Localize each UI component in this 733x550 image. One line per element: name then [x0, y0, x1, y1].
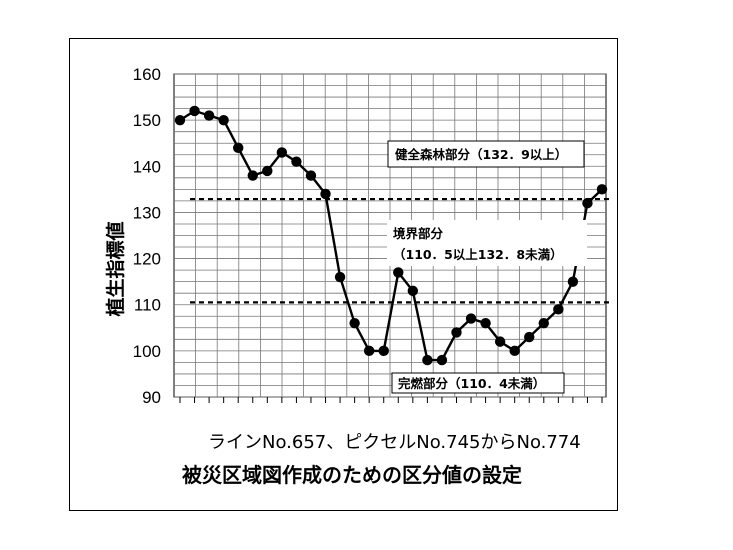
data-point — [218, 114, 229, 126]
data-point — [349, 317, 360, 329]
data-point — [553, 304, 564, 315]
y-tick-label: 140 — [133, 157, 161, 176]
data-point — [378, 345, 389, 357]
data-point — [334, 271, 346, 283]
data-point — [596, 184, 608, 195]
chart-title: 被災区域図作成のための区分値の設定 — [182, 463, 522, 487]
annotation-boundary: 境界部分 （110．5以上132．8未満） — [387, 220, 587, 266]
y-axis: 160 150 140 130 120 110 100 90 — [133, 65, 161, 407]
data-point — [174, 114, 186, 126]
data-point — [509, 345, 520, 357]
data-point — [422, 354, 433, 366]
annotation-boundary-range: （110．5以上132．8未満） — [393, 247, 563, 262]
y-tick-label: 100 — [133, 342, 161, 361]
x-axis — [179, 397, 603, 403]
data-point — [276, 147, 288, 158]
data-point — [393, 267, 404, 278]
data-point — [363, 345, 375, 357]
data-point — [189, 105, 200, 117]
annotation-healthy-text: 健全森林部分（132．9以上） — [395, 147, 567, 162]
annotation-burned-text: 完燃部分（110．4未満） — [398, 376, 545, 391]
annotation-burned: 完燃部分（110．4未満） — [391, 372, 565, 394]
data-point — [451, 327, 462, 338]
data-point — [494, 336, 506, 347]
chart: 160 150 140 130 120 110 100 90 植生指標値 健全森林部分（132… — [104, 65, 612, 487]
y-axis-label: 植生指標値 — [104, 221, 127, 316]
y-tick-label: 160 — [133, 65, 161, 84]
data-point — [538, 317, 549, 329]
data-point — [582, 198, 593, 209]
data-point — [407, 285, 419, 297]
data-point — [524, 331, 535, 343]
data-point — [262, 165, 273, 177]
data-point — [291, 156, 302, 167]
data-point — [465, 313, 477, 324]
data-point — [436, 354, 448, 366]
y-tick-label: 110 — [134, 296, 161, 315]
y-tick-label: 130 — [133, 203, 161, 222]
figure-frame: 160 150 140 130 120 110 100 90 植生指標値 健全森林部分（132… — [69, 38, 618, 511]
data-point — [247, 170, 258, 181]
data-point — [203, 110, 215, 121]
y-tick-label: 120 — [133, 250, 161, 269]
x-axis-label: ラインNo.657、ピクセルNo.745からNo.774 — [208, 432, 581, 453]
y-tick-label: 150 — [133, 111, 161, 130]
data-point — [567, 276, 579, 287]
annotation-healthy: 健全森林部分（132．9以上） — [387, 140, 585, 168]
data-point — [233, 142, 244, 154]
annotation-boundary-title: 境界部分 — [393, 226, 444, 241]
y-tick-label: 90 — [142, 388, 161, 407]
data-point — [320, 188, 331, 200]
data-point — [305, 170, 317, 181]
series — [174, 105, 608, 366]
threshold-lines — [190, 197, 612, 304]
data-point — [480, 317, 491, 329]
